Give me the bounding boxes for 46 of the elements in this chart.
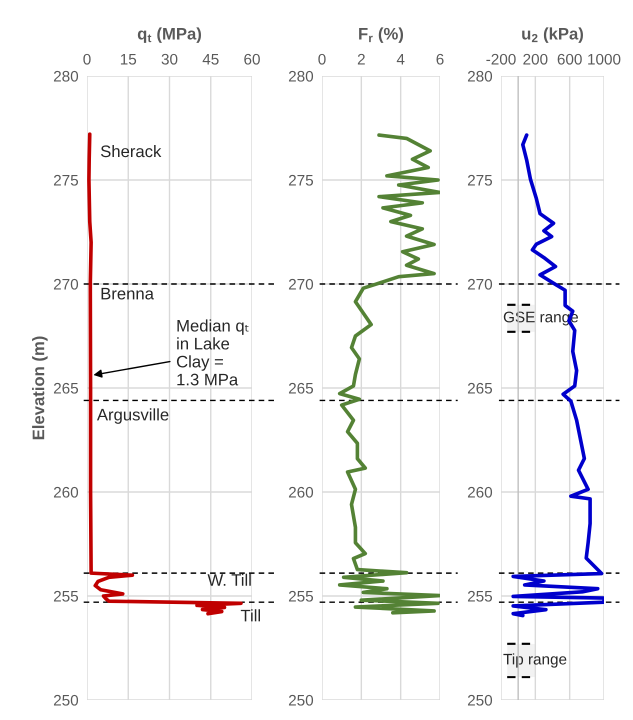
annotation: Brenna [102,288,154,300]
y-tick-label: 265 [468,382,492,394]
annotation: Median qₜ in Lake Clay = 1.3 MPa [176,319,249,386]
x-tick-label: 0 [83,54,91,65]
band-label: Tip range [503,653,566,668]
x-axis-title: F$_{r}$ (%) [359,27,404,43]
y-axis-title: Elevation (m) [32,336,48,440]
y-tick-label: 260 [288,486,314,498]
y-tick-label: 255 [288,590,314,602]
y-tick-label: 280 [468,70,492,82]
x-tick-label: 200 [523,54,548,65]
x-tick-label: 6 [436,54,444,65]
y-tick-label: 280 [54,70,78,82]
y-tick-label: 265 [54,382,78,394]
y-tick-label: 270 [288,278,314,290]
x-tick-label: 45 [202,54,219,65]
y-tick-label: 265 [288,382,314,394]
annotation: W. Till [208,574,251,586]
y-tick-label: 250 [54,694,78,706]
y-tick-label: 260 [54,486,78,498]
y-tick-label: 275 [54,174,78,186]
x-tick-label: 4 [396,54,404,64]
y-tick-label: 255 [54,590,78,602]
y-tick-label: 260 [468,486,492,498]
annotation: Till [240,609,260,622]
y-tick-label: 270 [468,278,492,290]
x-tick-label: -200 [486,54,516,65]
annotation: Argusville [96,408,168,424]
x-tick-label: 30 [162,54,178,65]
y-tick-label: 270 [54,278,78,290]
x-axis-title: q$_{t}$ (MPa) [138,27,201,43]
y-tick-label: 275 [468,174,492,186]
x-tick-label: 15 [120,54,136,65]
x-tick-label: 2 [358,54,365,64]
y-tick-label: 250 [288,694,314,706]
annotation: Sherack [100,144,162,158]
y-tick-label: 255 [468,590,492,602]
x-axis-title: u$_{2}$ (kPa) [522,27,583,43]
y-tick-label: 250 [468,694,492,706]
y-tick-label: 275 [288,174,314,186]
x-tick-label: 0 [318,54,326,65]
x-tick-label: 60 [244,54,260,65]
y-tick-label: 280 [288,70,314,82]
x-tick-label: 1000 [588,54,620,65]
x-tick-label: 600 [558,54,582,65]
line-series [338,133,440,615]
